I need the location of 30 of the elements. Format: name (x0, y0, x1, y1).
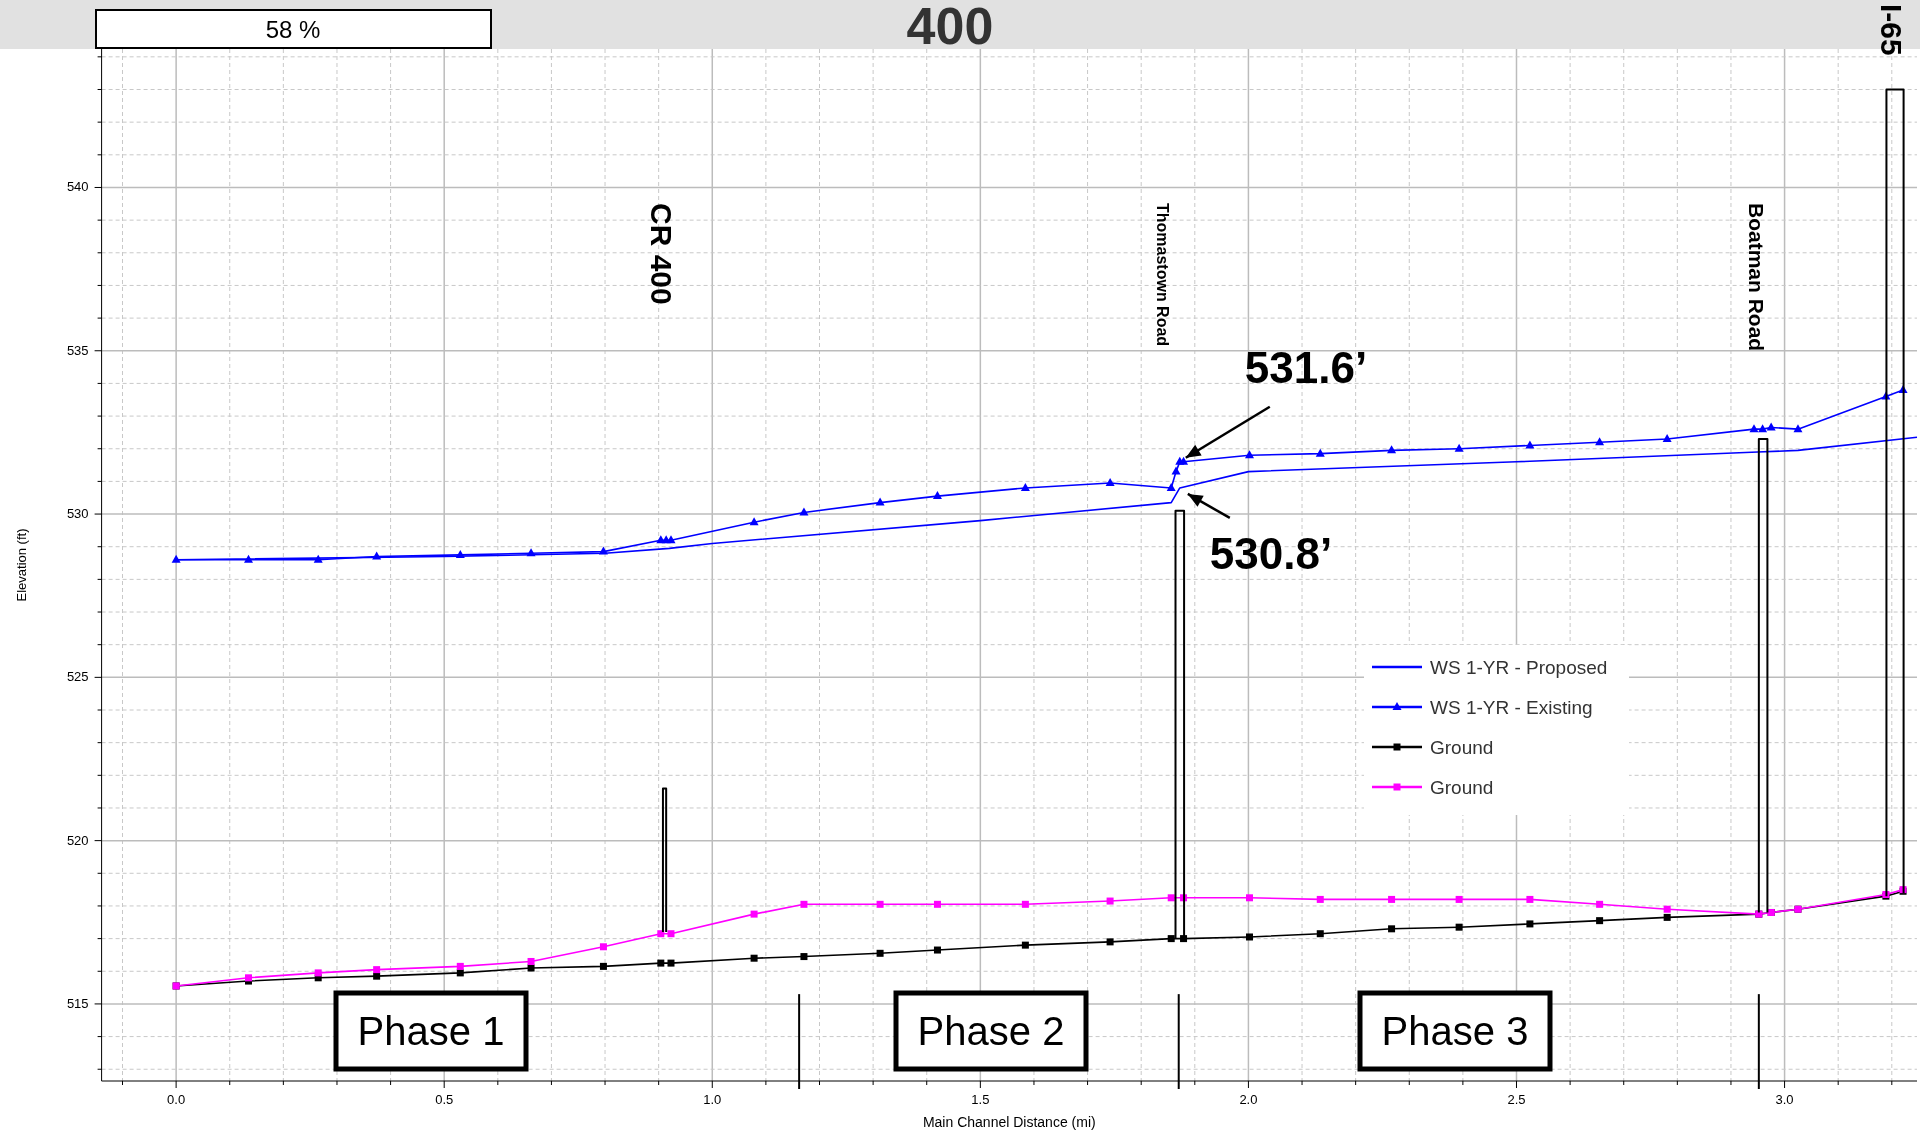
y-tick-label: 540 (66, 179, 89, 195)
annotation: 530.8’ (1209, 528, 1333, 578)
x-tick-label: 0.0 (167, 1092, 186, 1107)
legend-label: Ground (1430, 777, 1494, 798)
x-tick-label: 1.5 (971, 1092, 990, 1107)
text: 58 % (265, 16, 321, 43)
y-tick-label: 535 (66, 342, 89, 358)
x-tick-label: 1.0 (703, 1092, 722, 1107)
y-axis-title: Elevation (ft) (14, 528, 29, 602)
legend-label: Ground (1430, 737, 1494, 758)
y-tick-label: 520 (66, 832, 89, 848)
annotation: Phase 3 (1381, 1009, 1529, 1053)
annotation: Thomastown Road (1154, 203, 1172, 347)
annotation: I-65 (1874, 4, 1908, 56)
annotation: Boatman Road (1744, 203, 1768, 352)
legend-label: WS 1-YR - Existing (1430, 697, 1593, 718)
annotation: Phase 2 (917, 1009, 1065, 1053)
x-tick-label: 2.0 (1239, 1092, 1258, 1107)
x-tick-label: 2.5 (1507, 1092, 1526, 1107)
x-tick-label: 0.5 (435, 1092, 454, 1107)
x-axis-title: Main Channel Distance (mi) (922, 1114, 1096, 1130)
annotation: Phase 1 (357, 1009, 505, 1053)
y-tick-label: 525 (66, 669, 89, 685)
legend-label: WS 1-YR - Proposed (1430, 657, 1608, 678)
annotation: CR 400 (644, 203, 678, 305)
annotation: 531.6’ (1244, 342, 1368, 392)
chart-title: 400 (906, 0, 994, 55)
x-tick-label: 3.0 (1775, 1092, 1794, 1107)
y-tick-label: 515 (66, 995, 89, 1011)
y-tick-label: 530 (66, 506, 89, 522)
